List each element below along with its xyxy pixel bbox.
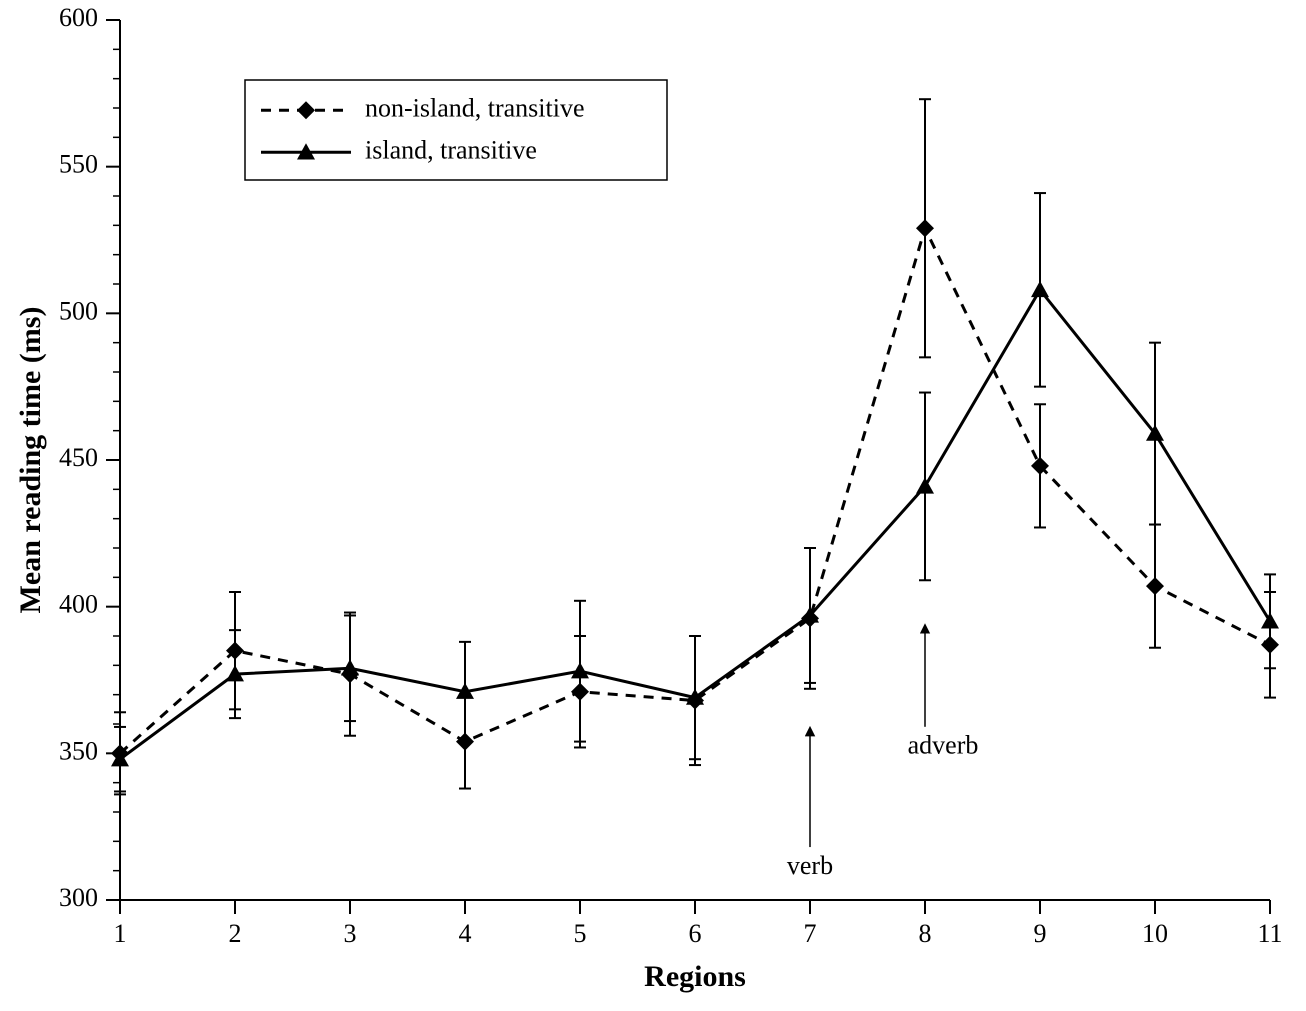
svg-text:6: 6 <box>689 919 702 948</box>
svg-text:1: 1 <box>114 919 127 948</box>
svg-text:600: 600 <box>59 3 98 32</box>
svg-text:500: 500 <box>59 296 98 325</box>
svg-text:2: 2 <box>229 919 242 948</box>
svg-text:11: 11 <box>1257 919 1282 948</box>
svg-text:400: 400 <box>59 590 98 619</box>
chart-svg: 300 350 400 450 500 550 600 Mean reading time (… <box>0 0 1306 1011</box>
svg-text:Mean reading time (ms): Mean reading time (ms) <box>14 307 47 614</box>
svg-text:4: 4 <box>459 919 472 948</box>
svg-text:3: 3 <box>344 919 357 948</box>
svg-text:550: 550 <box>59 150 98 179</box>
legend-label-non_island_transitive: non-island, transitive <box>365 93 585 122</box>
reading-time-chart: 300 350 400 450 500 550 600 Mean reading time (… <box>0 0 1306 1011</box>
svg-text:Regions: Regions <box>644 960 746 993</box>
svg-text:350: 350 <box>59 736 98 765</box>
svg-text:9: 9 <box>1034 919 1047 948</box>
svg-text:300: 300 <box>59 883 98 912</box>
svg-text:450: 450 <box>59 443 98 472</box>
svg-text:7: 7 <box>804 919 817 948</box>
legend: non-island, transitive island, transitive <box>245 80 667 180</box>
legend-label-island_transitive: island, transitive <box>365 135 537 164</box>
svg-text:5: 5 <box>574 919 587 948</box>
svg-text:10: 10 <box>1142 919 1168 948</box>
annotation-label-adverb: adverb <box>908 731 979 760</box>
svg-text:8: 8 <box>919 919 932 948</box>
annotation-label-verb: verb <box>787 851 833 880</box>
